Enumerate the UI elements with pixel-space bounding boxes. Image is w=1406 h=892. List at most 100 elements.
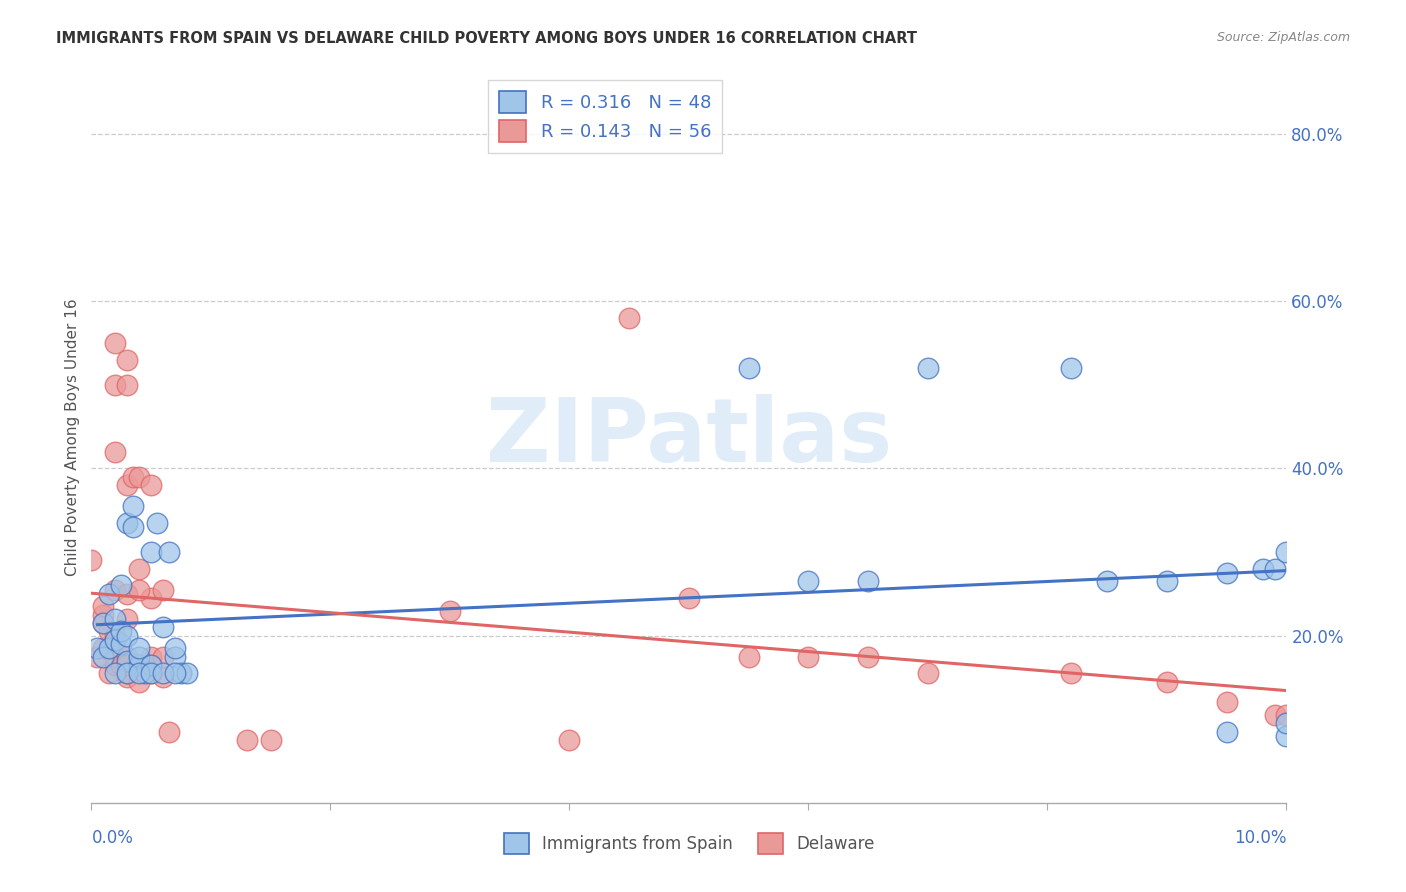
Point: [128, 674, 150, 689]
Point: [152, 649, 174, 664]
Point: [104, 632, 127, 647]
Point: [122, 499, 145, 513]
Point: [917, 666, 939, 681]
Point: [1264, 562, 1286, 576]
Point: [141, 657, 163, 672]
Point: [128, 649, 150, 664]
Point: [439, 603, 461, 617]
Point: [1264, 708, 1286, 723]
Point: [93, 616, 115, 631]
Point: [1275, 545, 1298, 559]
Point: [104, 377, 127, 392]
Point: [104, 612, 127, 626]
Point: [104, 336, 127, 351]
Point: [128, 562, 150, 576]
Point: [128, 641, 150, 656]
Point: [115, 587, 138, 601]
Point: [98, 624, 121, 639]
Point: [104, 582, 127, 597]
Point: [858, 649, 880, 664]
Point: [110, 578, 132, 592]
Point: [93, 649, 115, 664]
Point: [115, 654, 138, 668]
Point: [1275, 716, 1298, 731]
Point: [141, 666, 163, 681]
Point: [98, 666, 121, 681]
Point: [115, 478, 138, 492]
Point: [176, 666, 198, 681]
Point: [115, 629, 138, 643]
Point: [152, 620, 174, 634]
Point: [141, 591, 163, 605]
Point: [115, 352, 138, 367]
Point: [737, 361, 759, 376]
Point: [104, 666, 127, 681]
Point: [93, 641, 115, 656]
Point: [115, 516, 138, 530]
Point: [678, 591, 700, 605]
Point: [128, 582, 150, 597]
Point: [259, 733, 281, 747]
Point: [80, 553, 103, 567]
Point: [128, 657, 150, 672]
Point: [170, 666, 193, 681]
Point: [115, 666, 138, 681]
Text: 10.0%: 10.0%: [1234, 829, 1286, 847]
Point: [141, 649, 163, 664]
Point: [110, 624, 132, 639]
Point: [558, 733, 581, 747]
Point: [104, 657, 127, 672]
Point: [86, 641, 108, 656]
Point: [1156, 674, 1178, 689]
Point: [1216, 724, 1239, 739]
Point: [1097, 574, 1119, 589]
Point: [157, 545, 180, 559]
Point: [141, 545, 163, 559]
Point: [1216, 696, 1239, 710]
Point: [115, 657, 138, 672]
Point: [141, 478, 163, 492]
Point: [163, 641, 186, 656]
Point: [93, 599, 115, 614]
Point: [737, 649, 759, 664]
Point: [797, 574, 820, 589]
Point: [115, 612, 138, 626]
Point: [141, 666, 163, 681]
Point: [115, 670, 138, 684]
Point: [1156, 574, 1178, 589]
Legend: Immigrants from Spain, Delaware: Immigrants from Spain, Delaware: [496, 827, 882, 860]
Point: [98, 641, 121, 656]
Point: [619, 310, 641, 325]
Point: [115, 377, 138, 392]
Point: [157, 724, 180, 739]
Text: ZIPatlas: ZIPatlas: [486, 393, 891, 481]
Point: [235, 733, 259, 747]
Text: Source: ZipAtlas.com: Source: ZipAtlas.com: [1216, 31, 1350, 45]
Point: [1275, 729, 1298, 743]
Point: [104, 649, 127, 664]
Point: [104, 632, 127, 647]
Point: [163, 649, 186, 664]
Point: [1060, 361, 1083, 376]
Point: [128, 657, 150, 672]
Text: 0.0%: 0.0%: [91, 829, 134, 847]
Point: [98, 587, 121, 601]
Point: [146, 516, 169, 530]
Point: [134, 666, 156, 681]
Point: [152, 666, 174, 681]
Point: [86, 649, 108, 664]
Point: [1275, 708, 1298, 723]
Point: [141, 657, 163, 672]
Point: [128, 666, 150, 681]
Point: [93, 607, 115, 622]
Point: [115, 649, 138, 664]
Text: IMMIGRANTS FROM SPAIN VS DELAWARE CHILD POVERTY AMONG BOYS UNDER 16 CORRELATION : IMMIGRANTS FROM SPAIN VS DELAWARE CHILD …: [56, 31, 917, 46]
Point: [797, 649, 820, 664]
Point: [122, 520, 145, 534]
Y-axis label: Child Poverty Among Boys Under 16: Child Poverty Among Boys Under 16: [65, 298, 80, 576]
Point: [1060, 666, 1083, 681]
Point: [104, 444, 127, 458]
Point: [110, 657, 132, 672]
Point: [1251, 562, 1274, 576]
Point: [163, 666, 186, 681]
